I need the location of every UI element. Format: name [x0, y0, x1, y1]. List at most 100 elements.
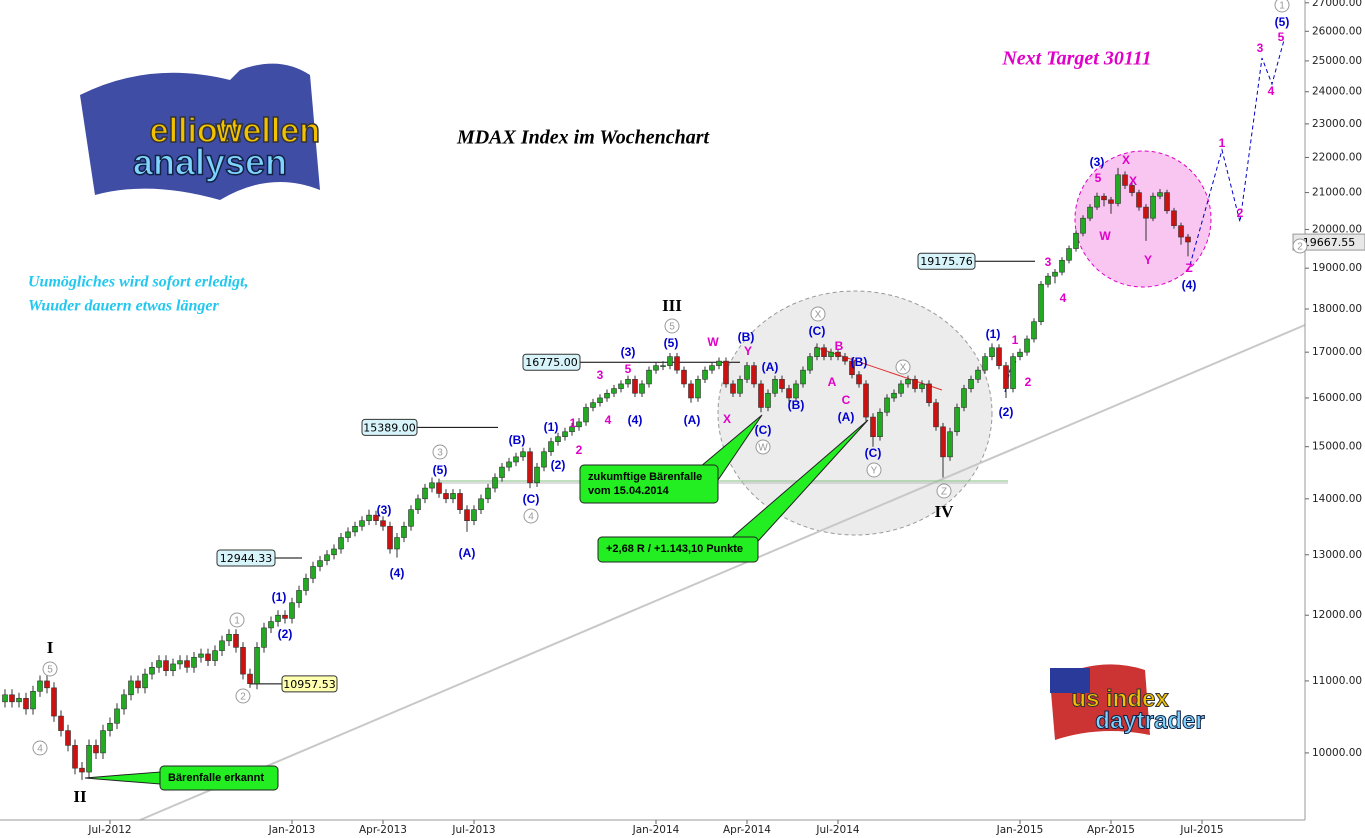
y-tick-label: 24000.00: [1312, 86, 1362, 98]
wave-label: 3: [597, 368, 604, 382]
wave-label: III: [662, 296, 682, 315]
wave-label: Y: [871, 466, 878, 477]
candle-body: [898, 383, 904, 394]
candle-body: [387, 525, 393, 550]
wave-label: 3: [1257, 41, 1264, 55]
candle-body: [443, 493, 449, 500]
x-tick-label: Jul-2015: [1179, 824, 1223, 836]
candle-body: [2, 694, 8, 703]
last-price-label: 19667.55: [1303, 236, 1356, 249]
callout-text: Bärenfalle erkannt: [168, 772, 264, 784]
wave-circle: [810, 306, 826, 322]
candle-body: [163, 660, 169, 672]
y-tick-label: 10000.00: [1312, 747, 1362, 759]
candle-body: [170, 663, 176, 672]
candle-body: [961, 388, 967, 408]
candle-body: [72, 745, 78, 769]
candle-body: [555, 436, 561, 442]
candle-body: [590, 402, 596, 408]
candle-body: [261, 627, 267, 648]
candle-body: [863, 383, 869, 418]
candle-body: [548, 441, 554, 453]
wave-label: Y: [744, 344, 752, 358]
candle-body: [765, 392, 771, 408]
x-tick-label: Apr-2015: [1087, 824, 1135, 836]
candle-body: [933, 402, 939, 428]
candle-body: [842, 356, 848, 362]
candle-body: [527, 451, 533, 484]
candle-body: [331, 548, 337, 556]
candle-body: [576, 421, 582, 428]
candle-body: [37, 680, 43, 692]
candle-body: [1052, 271, 1058, 277]
y-tick-label: 22000.00: [1312, 151, 1362, 163]
candle-body: [940, 426, 946, 458]
candle-body: [233, 634, 239, 648]
candle-body: [982, 356, 988, 371]
candle-body: [884, 397, 890, 413]
candle-body: [422, 487, 428, 500]
wave-label: I: [47, 638, 54, 657]
candle-body: [870, 416, 876, 437]
wave-label: (4): [390, 566, 405, 580]
x-tick-label: Jan-2014: [632, 824, 680, 836]
candle-body: [184, 660, 190, 668]
candle-body: [828, 351, 834, 357]
wave-circle: [755, 439, 771, 455]
wave-label: X: [900, 363, 907, 374]
y-tick-label: 15000.00: [1312, 441, 1362, 453]
candle-body: [219, 640, 225, 651]
candle-body: [639, 383, 645, 394]
candle-body: [835, 351, 841, 357]
wave-label: X: [723, 412, 731, 426]
x-tick-label: Jan-2013: [268, 824, 316, 836]
candle-body: [1073, 232, 1079, 249]
x-tick-label: Jul-2014: [815, 824, 859, 836]
wave-label: 5: [669, 322, 675, 333]
candle-body: [618, 383, 624, 389]
wave-circle: [523, 508, 539, 524]
candle-body: [891, 392, 897, 399]
candle-body: [114, 708, 120, 724]
candle-body: [667, 356, 673, 366]
candle-body: [1101, 195, 1107, 201]
candle-body: [380, 520, 386, 527]
candle-body: [912, 379, 918, 389]
candle-body: [1038, 283, 1044, 322]
candle-body: [1171, 210, 1177, 226]
y-tick-label: 21000.00: [1312, 187, 1362, 199]
candle-body: [345, 531, 351, 538]
wave-label: (3): [1090, 155, 1105, 169]
candle-body: [800, 369, 806, 385]
wave-label: Z: [941, 487, 947, 498]
candle-body: [793, 383, 799, 399]
candle-body: [415, 498, 421, 510]
candle-body: [674, 356, 680, 371]
price-box: [361, 418, 418, 436]
wave-label: IV: [935, 502, 955, 521]
candle-body: [51, 687, 57, 717]
wave-label: A: [828, 375, 837, 389]
candle-body: [79, 767, 85, 773]
y-tick-label: 12000.00: [1312, 609, 1362, 621]
candle-body: [317, 560, 323, 567]
candle-body: [772, 379, 778, 394]
candle-body: [310, 566, 316, 579]
candle-body: [44, 680, 50, 689]
wave-label: (2): [999, 405, 1014, 419]
wave-label: 2: [240, 692, 246, 703]
candle-body: [646, 369, 652, 385]
wave-label: (5): [433, 463, 448, 477]
wave-label: 1: [1012, 333, 1019, 347]
candle-body: [996, 347, 1002, 366]
y-tick-label: 17000.00: [1312, 346, 1362, 358]
candle-body: [149, 667, 155, 675]
wave-label: (4): [1182, 278, 1197, 292]
wave-label: (C): [865, 446, 882, 460]
y-tick-label: 27000.00: [1312, 0, 1362, 9]
candle-body: [849, 360, 855, 376]
candle-body: [632, 379, 638, 394]
candle-body: [289, 602, 295, 619]
candle-body: [1164, 192, 1170, 212]
candle-body: [856, 374, 862, 385]
